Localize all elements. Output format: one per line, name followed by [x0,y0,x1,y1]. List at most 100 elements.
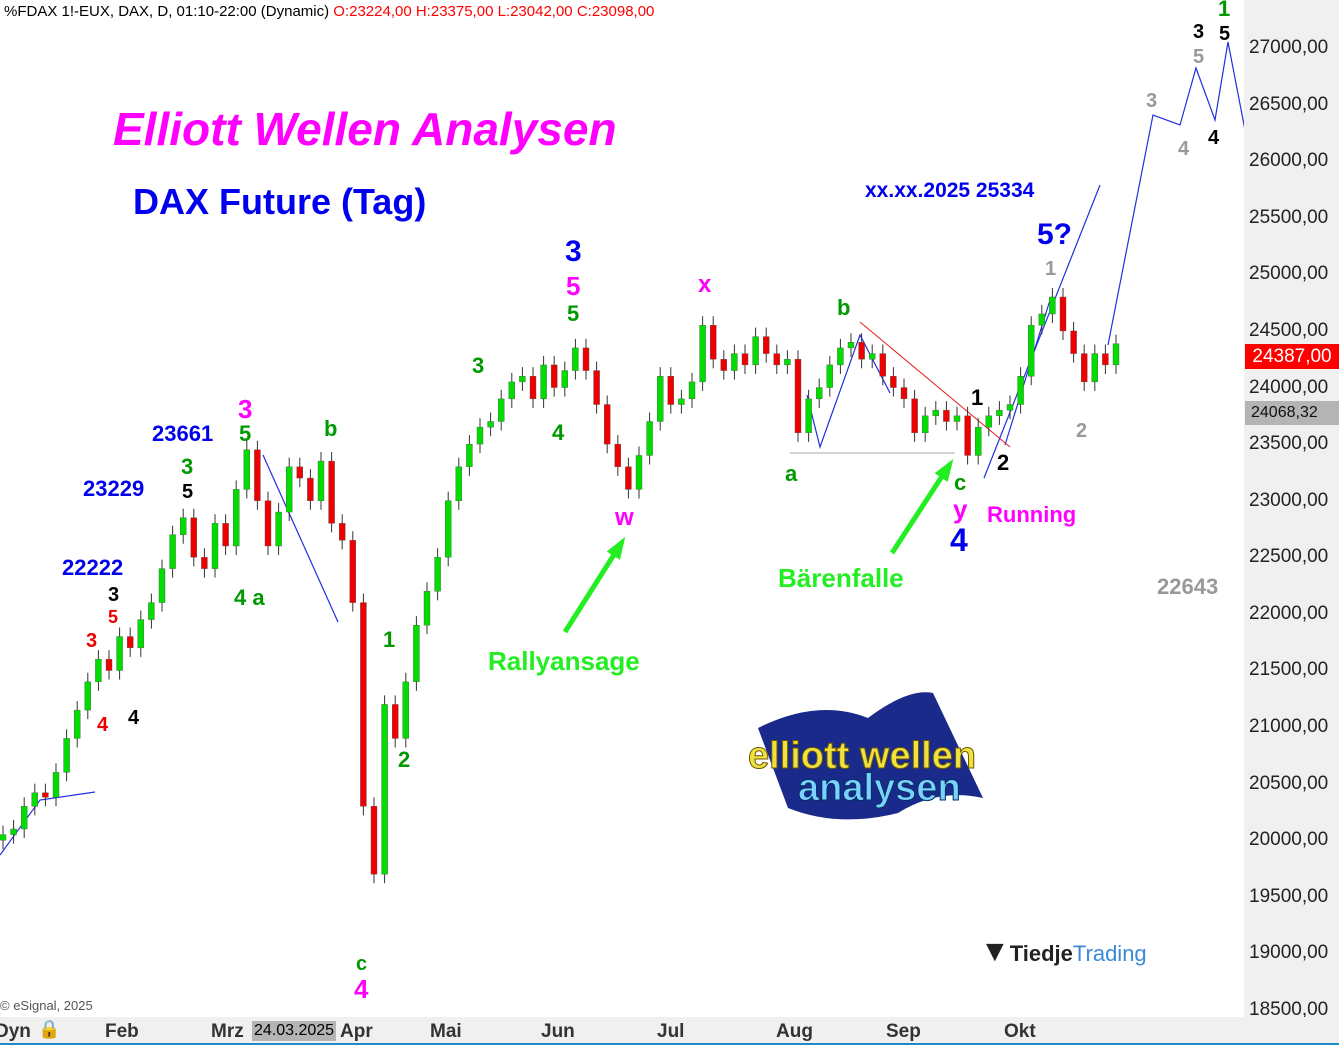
wave-label: Bärenfalle [778,563,904,593]
wave-label: 1 [383,627,396,652]
candle [1006,404,1014,411]
candle [232,489,240,547]
candle [137,619,145,649]
wave-label: 3 [238,394,253,424]
candle [1017,376,1024,405]
time-axis[interactable] [0,1017,1339,1045]
candle [572,347,579,371]
price-axis[interactable] [1244,0,1339,1017]
wave-label: 4 [950,522,968,558]
candle [42,792,49,798]
wave-label: c [954,470,967,495]
y-tick-label: 25500,00 [1249,206,1329,228]
x-tick-label: Mrz [211,1021,244,1042]
candle [540,364,547,400]
last-price-tag: 24387,00 [1245,344,1339,369]
elliott-logo: elliott wellen analysen [748,688,998,823]
candle [498,398,505,422]
candle [1038,313,1046,326]
candle [985,415,992,428]
chart-header: %FDAX 1!-EUX, DAX, D, 01:10-22:00 (Dynam… [4,3,654,20]
candle [1049,296,1056,315]
candle [476,426,484,445]
candle [434,557,441,592]
candle [148,602,155,620]
main-title: Elliott Wellen Analysen [113,103,617,155]
candle [551,364,558,388]
x-tick-label: Jun [541,1021,575,1042]
wave-line [806,333,891,450]
x-tick-label: Feb [105,1021,139,1042]
candle [975,426,982,456]
wave-label: b [324,416,338,441]
wave-label: b [837,295,851,320]
y-tick-label: 25000,00 [1249,263,1329,285]
symbol-info: %FDAX 1!-EUX, DAX, D, 01:10-22:00 (Dynam… [4,3,330,20]
candle [964,415,971,456]
candle [953,415,961,422]
wave-label: 1 [1045,258,1057,280]
wave-label: Rallyansage [488,646,640,676]
candle [879,353,886,377]
lock-icon[interactable]: 🔒 [38,1019,61,1039]
wave-line [1107,41,1244,346]
candle [95,658,102,683]
wave-label: w [615,504,634,531]
candle [922,415,929,434]
y-tick-label: 24500,00 [1249,319,1329,341]
candle [31,792,38,807]
candle [1112,343,1120,366]
candle [63,738,70,773]
wave-label: 3 [108,584,120,606]
candle [105,658,113,671]
candle [328,460,335,524]
candle [296,466,303,479]
candle [943,409,950,422]
candle [720,359,727,371]
wave-label: 5 [182,481,194,503]
y-tick-label: 23500,00 [1249,433,1329,455]
candle [869,353,876,360]
candle [614,443,621,467]
candle [773,353,780,366]
wave-label: 22222 [62,555,124,580]
candle [1027,325,1035,377]
candle [1102,353,1109,366]
wave-label: 5 [1219,23,1231,45]
candle [805,398,812,434]
candle [900,387,908,400]
candle [317,460,325,501]
wave-label: 3 [86,630,98,652]
wave-label: 1 [971,385,984,410]
candle [529,376,537,400]
candle [254,449,261,501]
wave-label: 1 [1218,0,1231,21]
candle [593,370,600,405]
candle [158,568,166,603]
candle [816,387,823,400]
cursor-date-tag: 24.03.2025 [252,1021,337,1041]
wave-label: 4 [97,714,109,736]
trend-line [859,321,1011,448]
price-chart [0,41,1244,884]
y-tick-label: 22000,00 [1249,602,1329,624]
arrow-head-icon [606,536,626,560]
candle [52,772,60,798]
candle [179,517,187,535]
wave-label: 2 [1076,420,1088,442]
candle [625,466,632,490]
wave-label: 3 [565,235,582,268]
wave-label: 5? [1037,218,1073,251]
x-tick-label: Aug [776,1021,813,1042]
candle [73,709,81,739]
svg-text:analysen: analysen [798,767,961,809]
x-tick-label: Jul [657,1021,685,1042]
arrow-shaft [562,540,625,634]
wave-label: 4 [354,974,369,1004]
candle [286,466,293,513]
candle [847,342,855,349]
candle [126,636,134,649]
candle [84,681,92,711]
candle [741,353,749,366]
wave-label: x [698,271,712,298]
